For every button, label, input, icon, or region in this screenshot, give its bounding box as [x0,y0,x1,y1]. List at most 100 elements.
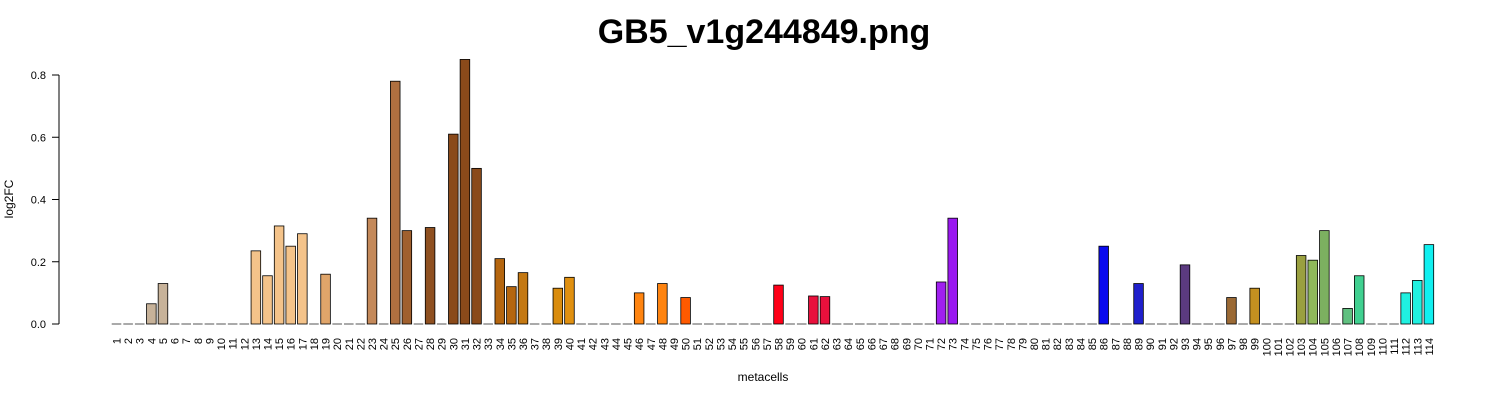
x-tick-label: 16 [286,338,298,350]
x-tick-label: 10 [216,338,228,350]
x-tick-label: 32 [472,338,484,350]
x-tick-label: 80 [1029,338,1041,350]
x-tick-label: 8 [193,338,205,344]
bar-30 [448,133,459,325]
x-tick-label: 78 [1006,338,1018,350]
x-tick-label: 49 [669,338,681,350]
x-tick-label: 98 [1238,338,1250,350]
x-tick-label: 106 [1331,338,1343,356]
x-tick-label: 42 [588,338,600,350]
x-tick-label: 18 [309,338,321,350]
bar-107 [1342,308,1353,325]
x-tick-label: 25 [390,338,402,350]
x-tick-label: 35 [506,338,518,350]
x-tick-label: 101 [1273,338,1285,356]
y-tick-label: 0.6 [31,132,46,144]
x-tick-label: 73 [948,338,960,350]
x-tick-label: 29 [437,338,449,350]
x-tick-label: 91 [1157,338,1169,350]
x-tick-label: 90 [1145,338,1157,350]
x-tick-label: 67 [878,338,890,350]
x-tick-label: 82 [1052,338,1064,350]
bar-14 [262,275,273,325]
x-tick-label: 38 [541,338,553,350]
bar-112 [1400,292,1411,325]
bar-50 [680,297,691,325]
x-tick-label: 107 [1343,338,1355,356]
bar-17 [297,233,308,325]
x-tick-label: 65 [855,338,867,350]
x-tick-label: 50 [681,338,693,350]
x-tick-label: 37 [530,338,542,350]
x-tick-label: 13 [251,338,263,350]
x-tick-label: 71 [924,338,936,350]
x-tick-label: 14 [262,338,274,350]
bar-62 [819,296,831,325]
x-tick-label: 36 [518,338,530,350]
x-tick-label: 61 [808,338,820,350]
bar-4 [146,303,157,325]
x-tick-label: 48 [657,338,669,350]
bar-36 [517,272,529,325]
bar-89 [1133,283,1144,325]
bar-35 [506,286,517,325]
bar-58 [773,284,784,325]
x-tick-label: 84 [1075,338,1087,350]
x-tick-label: 22 [355,338,367,350]
bar-31 [459,59,471,325]
bar-39 [552,287,564,325]
x-tick-label: 7 [181,338,193,344]
x-tick-label: 17 [297,338,309,350]
x-tick-label: 55 [739,338,751,350]
x-tick-label: 52 [704,338,716,350]
x-tick-label: 4 [146,338,158,344]
y-axis: 0.0 0.2 0.4 0.6 0.8 [31,70,60,331]
x-tick-label: 15 [274,338,286,350]
x-tick-label: 104 [1308,338,1320,356]
x-tick-label: 23 [367,338,379,350]
x-tick-label: 79 [1017,338,1029,350]
x-tick-label: 20 [332,338,344,350]
x-tick-label: 99 [1250,338,1262,350]
x-tick-label: 69 [901,338,913,350]
x-tick-label: 76 [983,338,995,350]
bars [111,59,1435,325]
y-tick-label: 0.2 [31,257,46,269]
bar-25 [390,80,401,325]
bar-61 [808,295,819,325]
x-tick-label: 110 [1377,338,1389,356]
x-tick-label: 33 [483,338,495,350]
x-tick-label: 102 [1285,338,1297,356]
x-tick-label: 58 [774,338,786,350]
bar-40 [564,276,575,325]
x-tick-label: 53 [715,338,727,350]
x-tick-label: 21 [344,338,356,350]
bar-13 [250,250,262,325]
bar-108 [1354,275,1365,325]
bar-32 [471,167,482,325]
bar-48 [657,283,668,325]
bar-86 [1098,245,1109,325]
x-tick-label: 2 [123,338,135,344]
bar-97 [1226,297,1237,325]
bar-26 [401,230,413,325]
x-tick-label: 56 [750,338,762,350]
x-tick-label: 19 [321,338,333,350]
x-tick-label: 66 [866,338,878,350]
x-tick-label: 46 [634,338,646,350]
x-tick-label: 54 [727,338,739,350]
bar-19 [320,273,331,325]
x-tick-label: 89 [1134,338,1146,350]
x-tick-label: 27 [413,338,425,350]
x-tick-label: 51 [692,338,704,350]
bar-114 [1423,244,1435,325]
x-tick-label: 5 [158,338,170,344]
x-tick-label: 11 [228,338,240,349]
bar-104 [1307,259,1318,325]
x-tick-label: 95 [1203,338,1215,350]
x-tick-label: 72 [936,338,948,350]
bar-103 [1295,255,1307,325]
x-tick-label: 103 [1296,338,1308,356]
x-tick-label: 6 [170,338,182,344]
